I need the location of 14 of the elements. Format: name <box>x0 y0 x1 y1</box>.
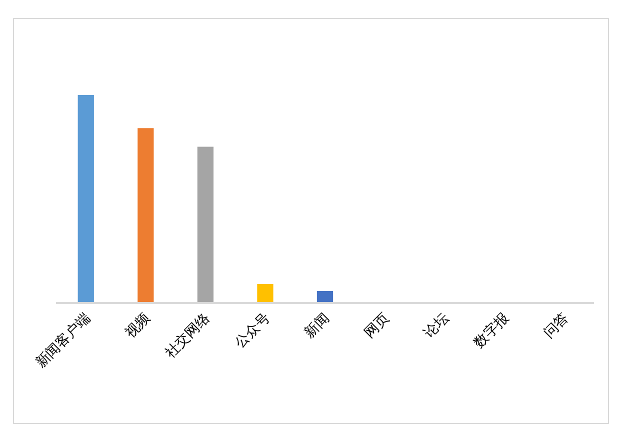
bar <box>197 146 214 302</box>
x-tick-label: 论坛 <box>421 310 452 342</box>
bar <box>316 291 334 302</box>
bar <box>257 284 274 302</box>
x-tick-label: 新闻客户端 <box>32 310 94 372</box>
x-tick-label: 视频 <box>122 310 154 342</box>
x-tick-label: 新闻 <box>302 310 333 342</box>
x-tick-label: 社交网络 <box>162 310 214 362</box>
x-tick-label: 问答 <box>540 310 572 342</box>
x-tick-label: 公众号 <box>232 310 273 352</box>
bar <box>78 95 94 302</box>
x-tick-label: 数字报 <box>471 310 512 352</box>
bar <box>138 128 154 302</box>
x-tick-label: 网页 <box>361 310 393 342</box>
